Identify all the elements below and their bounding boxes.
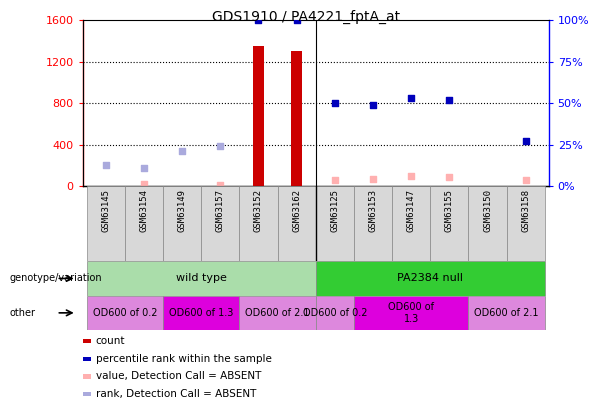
Bar xyxy=(86,186,125,261)
Text: GSM63158: GSM63158 xyxy=(521,189,530,232)
Text: GSM63145: GSM63145 xyxy=(101,189,110,232)
Text: PA2384 null: PA2384 null xyxy=(397,273,463,283)
Text: OD600 of 1.3: OD600 of 1.3 xyxy=(169,308,234,318)
Text: GSM63157: GSM63157 xyxy=(216,189,225,232)
Point xyxy=(177,148,187,154)
Bar xyxy=(83,374,91,379)
Point xyxy=(444,97,454,103)
Text: value, Detection Call = ABSENT: value, Detection Call = ABSENT xyxy=(96,371,261,382)
Point xyxy=(254,17,264,23)
Bar xyxy=(430,186,468,261)
Bar xyxy=(163,296,239,330)
Point xyxy=(444,174,454,180)
Text: wild type: wild type xyxy=(176,273,227,283)
Point xyxy=(406,95,416,102)
Text: GDS1910 / PA4221_fptA_at: GDS1910 / PA4221_fptA_at xyxy=(213,10,400,24)
Text: OD600 of 0.2: OD600 of 0.2 xyxy=(93,308,157,318)
Point xyxy=(215,181,225,188)
Text: GSM63147: GSM63147 xyxy=(406,189,416,232)
Point xyxy=(139,181,149,188)
Bar xyxy=(316,296,354,330)
Point xyxy=(368,176,378,182)
Bar xyxy=(163,186,201,261)
Text: GSM63153: GSM63153 xyxy=(368,189,378,232)
Bar xyxy=(278,186,316,261)
Point xyxy=(101,161,110,168)
Text: OD600 of 0.2: OD600 of 0.2 xyxy=(303,308,367,318)
Bar xyxy=(291,51,302,186)
Text: GSM63150: GSM63150 xyxy=(483,189,492,232)
Text: OD600 of 2.1: OD600 of 2.1 xyxy=(474,308,539,318)
Text: percentile rank within the sample: percentile rank within the sample xyxy=(96,354,272,364)
Bar xyxy=(86,296,163,330)
Bar xyxy=(316,261,545,296)
Bar xyxy=(354,186,392,261)
Point xyxy=(406,173,416,180)
Bar xyxy=(239,186,278,261)
Bar xyxy=(354,296,468,330)
Text: GSM63149: GSM63149 xyxy=(178,189,186,232)
Point xyxy=(330,100,340,107)
Text: GSM63125: GSM63125 xyxy=(330,189,339,232)
Text: OD600 of 2.1: OD600 of 2.1 xyxy=(245,308,310,318)
Point xyxy=(215,143,225,149)
Bar xyxy=(253,46,264,186)
Text: other: other xyxy=(9,308,35,318)
Point xyxy=(139,165,149,171)
Bar xyxy=(83,339,91,343)
Bar xyxy=(468,186,506,261)
Text: rank, Detection Call = ABSENT: rank, Detection Call = ABSENT xyxy=(96,389,256,399)
Text: GSM63152: GSM63152 xyxy=(254,189,263,232)
Bar xyxy=(83,356,91,361)
Point xyxy=(521,177,531,183)
Point xyxy=(368,102,378,108)
Bar xyxy=(506,186,545,261)
Bar xyxy=(468,296,545,330)
Bar xyxy=(201,186,239,261)
Bar xyxy=(239,296,316,330)
Bar xyxy=(125,186,163,261)
Text: GSM63154: GSM63154 xyxy=(139,189,148,232)
Point xyxy=(292,17,302,23)
Text: count: count xyxy=(96,336,125,346)
Bar xyxy=(316,186,354,261)
Text: OD600 of
1.3: OD600 of 1.3 xyxy=(388,302,434,324)
Bar xyxy=(392,186,430,261)
Point xyxy=(330,177,340,183)
Text: GSM63162: GSM63162 xyxy=(292,189,301,232)
Text: genotype/variation: genotype/variation xyxy=(9,273,102,283)
Point xyxy=(521,138,531,145)
Text: GSM63155: GSM63155 xyxy=(445,189,454,232)
Bar xyxy=(83,392,91,396)
Bar xyxy=(86,261,316,296)
